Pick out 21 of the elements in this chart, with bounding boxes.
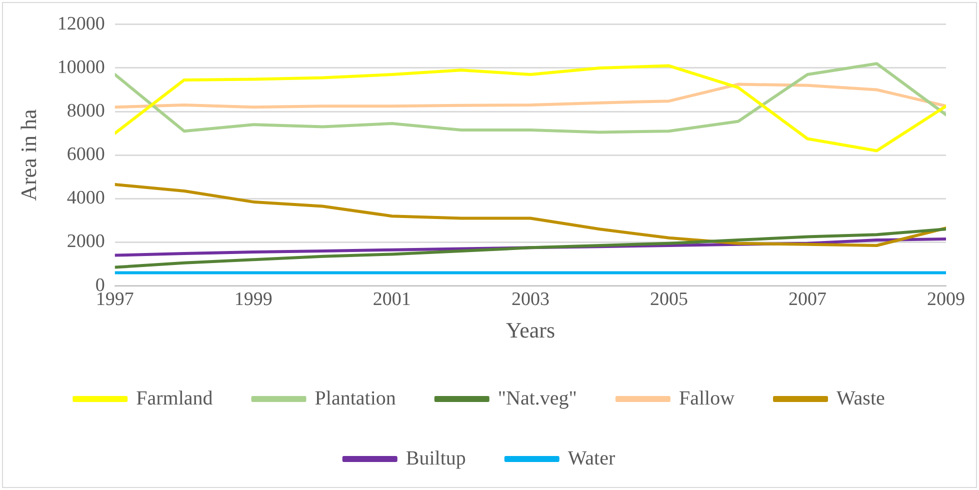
- x-axis-title: Years: [506, 318, 556, 343]
- x-tick-label: 2005: [650, 289, 688, 310]
- x-tick-label: 2003: [511, 289, 550, 310]
- x-tick-label: 1999: [234, 289, 272, 310]
- y-tick-label: 12000: [57, 13, 105, 34]
- y-axis-title: Area in ha: [16, 109, 41, 201]
- y-tick-label: 10000: [57, 56, 105, 78]
- x-tick-label: 2009: [927, 289, 965, 310]
- legend-label: Water: [568, 447, 616, 470]
- y-tick-label: 4000: [66, 188, 105, 209]
- x-tick-label: 2007: [788, 289, 826, 310]
- legend-label: Waste: [836, 387, 886, 410]
- y-tick-label: 6000: [66, 144, 105, 166]
- legend-label: Fallow: [678, 387, 736, 410]
- y-tick-label: 2000: [66, 231, 105, 252]
- y-tick-label: 8000: [66, 100, 105, 122]
- legend-label: Farmland: [136, 387, 213, 410]
- legend-label: Plantation: [314, 387, 396, 410]
- x-tick-label: 2001: [372, 289, 411, 310]
- legend-label: "Nat.veg": [498, 387, 577, 410]
- legend-label: Builtup: [406, 447, 466, 470]
